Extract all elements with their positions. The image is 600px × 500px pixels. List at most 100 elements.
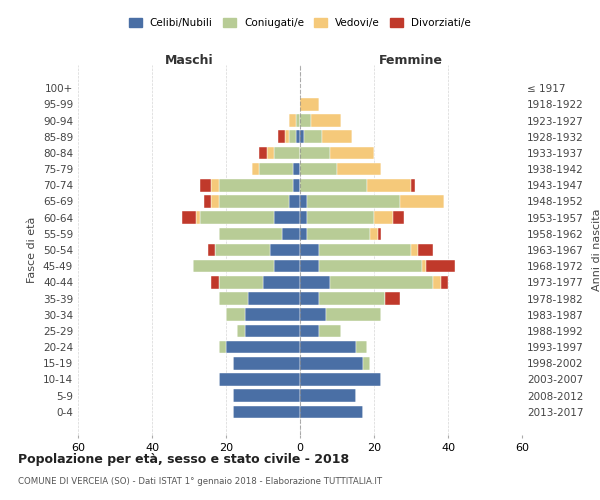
- Bar: [363, 357, 370, 370]
- Bar: [367, 179, 411, 192]
- Bar: [274, 146, 300, 159]
- Bar: [319, 260, 422, 272]
- Bar: [226, 341, 300, 353]
- Bar: [307, 228, 370, 240]
- Bar: [218, 276, 263, 288]
- Bar: [289, 130, 296, 143]
- Bar: [300, 357, 363, 370]
- Bar: [418, 244, 433, 256]
- Bar: [300, 406, 363, 418]
- Bar: [233, 406, 300, 418]
- Bar: [259, 146, 266, 159]
- Bar: [296, 130, 300, 143]
- Bar: [411, 179, 415, 192]
- Bar: [300, 324, 319, 337]
- Bar: [329, 146, 374, 159]
- Bar: [385, 292, 400, 305]
- Bar: [300, 373, 382, 386]
- Bar: [226, 308, 245, 321]
- Bar: [218, 292, 248, 305]
- Bar: [300, 212, 307, 224]
- Bar: [293, 179, 300, 192]
- Y-axis label: Anni di nascita: Anni di nascita: [592, 209, 600, 291]
- Bar: [426, 260, 455, 272]
- Bar: [296, 114, 300, 127]
- Bar: [300, 341, 355, 353]
- Bar: [307, 195, 400, 208]
- Bar: [304, 130, 322, 143]
- Bar: [233, 390, 300, 402]
- Y-axis label: Fasce di età: Fasce di età: [28, 217, 37, 283]
- Bar: [248, 292, 300, 305]
- Bar: [311, 114, 341, 127]
- Bar: [274, 212, 300, 224]
- Bar: [196, 212, 200, 224]
- Bar: [319, 244, 411, 256]
- Bar: [204, 195, 211, 208]
- Bar: [218, 373, 300, 386]
- Text: Maschi: Maschi: [164, 54, 214, 67]
- Text: Femmine: Femmine: [379, 54, 443, 67]
- Text: Popolazione per età, sesso e stato civile - 2018: Popolazione per età, sesso e stato civil…: [18, 452, 349, 466]
- Bar: [200, 179, 211, 192]
- Bar: [237, 324, 245, 337]
- Bar: [300, 114, 311, 127]
- Bar: [281, 228, 300, 240]
- Bar: [319, 292, 385, 305]
- Bar: [370, 228, 378, 240]
- Bar: [300, 146, 329, 159]
- Bar: [411, 244, 418, 256]
- Text: COMUNE DI VERCEIA (SO) - Dati ISTAT 1° gennaio 2018 - Elaborazione TUTTITALIA.IT: COMUNE DI VERCEIA (SO) - Dati ISTAT 1° g…: [18, 478, 382, 486]
- Bar: [293, 163, 300, 175]
- Bar: [329, 276, 433, 288]
- Bar: [392, 212, 404, 224]
- Bar: [300, 276, 329, 288]
- Bar: [218, 228, 281, 240]
- Bar: [211, 179, 218, 192]
- Bar: [300, 163, 337, 175]
- Bar: [267, 146, 274, 159]
- Legend: Celibi/Nubili, Coniugati/e, Vedovi/e, Divorziati/e: Celibi/Nubili, Coniugati/e, Vedovi/e, Di…: [126, 14, 474, 31]
- Bar: [289, 114, 296, 127]
- Bar: [326, 308, 382, 321]
- Bar: [271, 244, 300, 256]
- Bar: [337, 163, 382, 175]
- Bar: [322, 130, 352, 143]
- Bar: [378, 228, 382, 240]
- Bar: [422, 260, 426, 272]
- Bar: [245, 324, 300, 337]
- Bar: [218, 179, 293, 192]
- Bar: [278, 130, 285, 143]
- Bar: [215, 244, 271, 256]
- Bar: [300, 130, 304, 143]
- Bar: [233, 357, 300, 370]
- Bar: [208, 244, 215, 256]
- Bar: [193, 260, 274, 272]
- Bar: [300, 179, 367, 192]
- Bar: [433, 276, 440, 288]
- Bar: [211, 276, 218, 288]
- Bar: [300, 195, 307, 208]
- Bar: [245, 308, 300, 321]
- Bar: [374, 212, 392, 224]
- Bar: [218, 195, 289, 208]
- Bar: [355, 341, 367, 353]
- Bar: [274, 260, 300, 272]
- Bar: [285, 130, 289, 143]
- Bar: [300, 292, 319, 305]
- Bar: [300, 308, 326, 321]
- Bar: [300, 390, 355, 402]
- Bar: [289, 195, 300, 208]
- Bar: [218, 341, 226, 353]
- Bar: [259, 163, 293, 175]
- Bar: [182, 212, 196, 224]
- Bar: [252, 163, 259, 175]
- Bar: [300, 228, 307, 240]
- Bar: [319, 324, 341, 337]
- Bar: [263, 276, 300, 288]
- Bar: [211, 195, 218, 208]
- Bar: [300, 244, 319, 256]
- Bar: [400, 195, 444, 208]
- Bar: [307, 212, 374, 224]
- Bar: [300, 98, 319, 110]
